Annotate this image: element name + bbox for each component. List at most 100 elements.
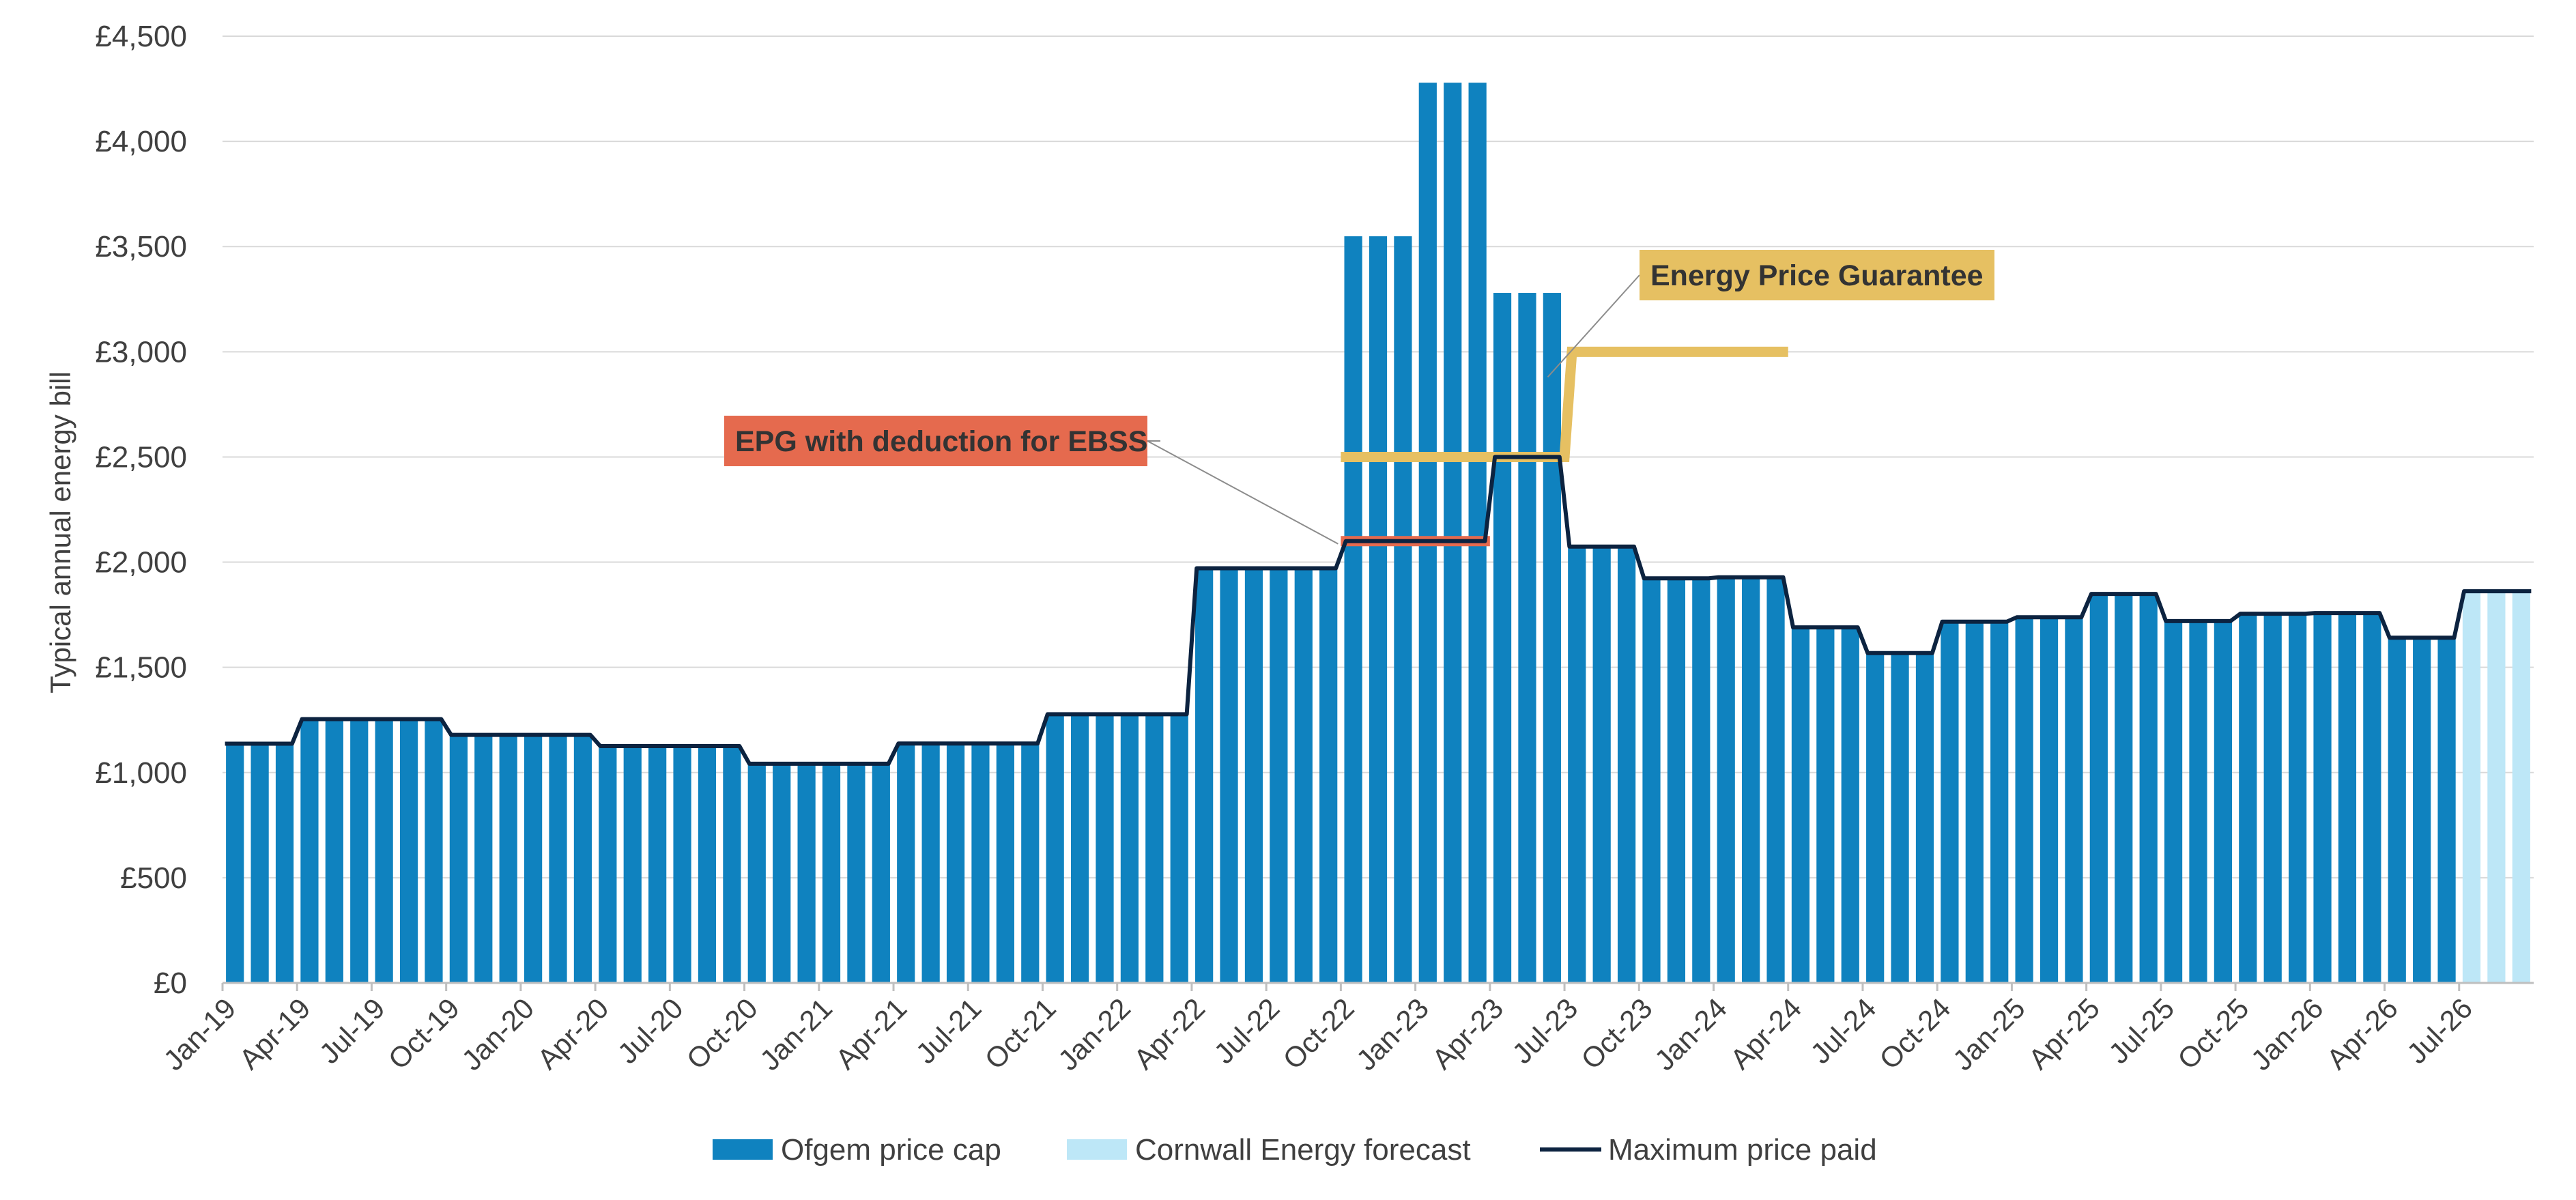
bar-ofgem-price-cap [872, 763, 890, 983]
bar-cornwall-forecast [2462, 591, 2481, 983]
bar-ofgem-price-cap [1096, 714, 1114, 983]
bar-ofgem-price-cap [1319, 568, 1338, 983]
bar-ofgem-price-cap [623, 745, 642, 983]
bar-ofgem-price-cap [1493, 293, 1512, 983]
bar-ofgem-price-cap [1592, 546, 1611, 983]
bar-ofgem-price-cap [325, 719, 343, 983]
bar-ofgem-price-cap [747, 763, 766, 983]
bar-ofgem-price-cap [1444, 83, 1462, 984]
bar-ofgem-price-cap [1568, 546, 1586, 983]
bar-ofgem-price-cap [1692, 578, 1711, 983]
bar-ofgem-price-cap [226, 743, 244, 983]
x-tick-label: Oct-21 [978, 992, 1061, 1075]
bar-ofgem-price-cap [1145, 714, 1164, 983]
y-tick-label: £500 [120, 861, 187, 895]
bar-ofgem-price-cap [946, 743, 965, 983]
bar-ofgem-price-cap [1891, 653, 1909, 983]
bar-ofgem-price-cap [2115, 594, 2133, 983]
bar-ofgem-price-cap [2313, 613, 2332, 983]
bar-ofgem-price-cap [524, 734, 543, 983]
x-tick-label: Jan-21 [754, 992, 838, 1076]
legend-label: Cornwall Energy forecast [1135, 1133, 1471, 1167]
legend-swatch-forecast [1067, 1139, 1127, 1160]
bar-ofgem-price-cap [1294, 568, 1313, 983]
bar-ofgem-price-cap [1394, 236, 1412, 983]
legend-label: Maximum price paid [1608, 1133, 1877, 1167]
bar-ofgem-price-cap [1742, 577, 1760, 983]
x-tick-label: Apr-25 [2022, 992, 2106, 1075]
x-tick-label: Jul-21 [909, 992, 987, 1070]
bar-ofgem-price-cap [1518, 293, 1536, 983]
bar-cornwall-forecast [2512, 591, 2530, 983]
bar-ofgem-price-cap [673, 745, 691, 983]
bar-ofgem-price-cap [1866, 653, 1885, 983]
x-tick-label: Oct-19 [382, 992, 466, 1075]
bar-ofgem-price-cap [2289, 614, 2307, 983]
bar-ofgem-price-cap [723, 745, 741, 983]
bar-ofgem-price-cap [698, 745, 717, 983]
bar-ofgem-price-cap [2437, 638, 2456, 983]
bar-ofgem-price-cap [1791, 627, 1810, 983]
x-tick-label: Jul-19 [313, 992, 391, 1070]
bar-ofgem-price-cap [847, 763, 865, 983]
bar-ofgem-price-cap [1244, 568, 1263, 983]
bar-ofgem-price-cap [2139, 594, 2158, 983]
x-tick-label: Apr-19 [233, 992, 316, 1075]
bar-ofgem-price-cap [1120, 714, 1139, 983]
bar-ofgem-price-cap [1021, 743, 1040, 983]
bar-ofgem-price-cap [921, 743, 940, 983]
x-tick-label: Jan-22 [1052, 992, 1136, 1076]
x-tick-label: Jan-25 [1947, 992, 2031, 1076]
bar-ofgem-price-cap [897, 743, 915, 983]
bar-ofgem-price-cap [1344, 236, 1362, 983]
y-tick-label: £3,000 [95, 335, 187, 369]
bar-ofgem-price-cap [2214, 620, 2232, 983]
y-tick-label: £2,500 [95, 440, 187, 474]
x-tick-label: Apr-24 [1724, 992, 1807, 1075]
bar-ofgem-price-cap [1270, 568, 1288, 983]
x-tick-label: Jul-23 [1506, 992, 1584, 1070]
bar-ofgem-price-cap [1816, 627, 1835, 983]
bar-ofgem-price-cap [1070, 714, 1089, 983]
x-tick-label: Jul-20 [612, 992, 689, 1070]
max-price-line-group [225, 455, 2532, 766]
epg-callout-leader [1547, 274, 1640, 378]
bar-ofgem-price-cap [996, 743, 1014, 983]
epg-band [1341, 346, 1788, 462]
bar-ofgem-price-cap [1543, 293, 1561, 983]
bar-ofgem-price-cap [2413, 638, 2431, 983]
legend-swatch-ofgem [713, 1139, 773, 1160]
y-axis-title: Typical annual energy bill [44, 371, 76, 694]
x-tick-label: Apr-22 [1128, 992, 1211, 1075]
legend-label: Ofgem price cap [781, 1133, 1001, 1167]
bar-ofgem-price-cap [1717, 577, 1735, 983]
bar-ofgem-price-cap [350, 719, 369, 983]
bar-ofgem-price-cap [2239, 614, 2257, 983]
bar-ofgem-price-cap [1766, 577, 1785, 983]
y-tick-label: £1,000 [95, 756, 187, 790]
bar-ofgem-price-cap [2065, 617, 2083, 983]
bar-ofgem-price-cap [549, 734, 567, 983]
callouts: Energy Price Guarantee EPG with deduction… [724, 250, 1994, 545]
x-tick-label: Oct-25 [2171, 992, 2255, 1075]
bar-ofgem-price-cap [499, 734, 517, 983]
bar-ofgem-price-cap [1170, 714, 1188, 983]
x-tick-label: Jul-25 [2102, 992, 2180, 1070]
bar-ofgem-price-cap [2015, 617, 2033, 983]
bar-ofgem-price-cap [1468, 83, 1487, 984]
epg-ebss-callout-leader [1147, 440, 1339, 545]
y-tick-label: £4,000 [95, 125, 187, 158]
bar-ofgem-price-cap [1617, 546, 1636, 983]
bar-ofgem-price-cap [1990, 621, 2009, 983]
epg-callout-box [1640, 250, 1994, 300]
bar-ofgem-price-cap [1915, 653, 1934, 983]
bar-ofgem-price-cap [573, 734, 592, 983]
legend: Ofgem price cap Cornwall Energy forecast M… [713, 1133, 1877, 1167]
bar-ofgem-price-cap [1841, 627, 1859, 983]
bar-ofgem-price-cap [449, 734, 468, 983]
y-tick-label: £1,500 [95, 651, 187, 685]
bar-ofgem-price-cap [1642, 578, 1661, 983]
bar-ofgem-price-cap [375, 719, 393, 983]
x-tick-label: Jul-24 [1804, 992, 1882, 1070]
